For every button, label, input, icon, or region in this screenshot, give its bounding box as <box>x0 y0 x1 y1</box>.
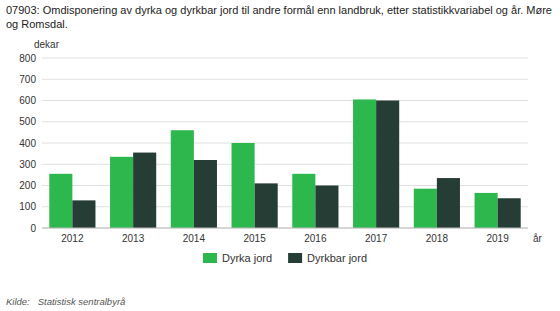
bar <box>255 183 278 228</box>
source: Kilde: Statistisk sentralbyrå <box>6 296 125 307</box>
bar <box>353 99 376 228</box>
x-tick-label: 2019 <box>487 233 510 244</box>
grid-line <box>42 228 528 229</box>
grid-line <box>42 143 528 144</box>
y-tick-label: 200 <box>19 180 36 191</box>
bar <box>292 174 315 228</box>
y-tick-label: 600 <box>19 95 36 106</box>
bar <box>133 153 156 228</box>
grid-line <box>42 79 528 80</box>
chart-container: 07903: Omdisponering av dyrka og dyrkbar… <box>0 0 560 311</box>
y-tick-label: 800 <box>19 53 36 64</box>
y-tick-label: 300 <box>19 159 36 170</box>
x-tick-label: 2016 <box>304 233 327 244</box>
chart-svg: 07903: Omdisponering av dyrka og dyrkbar… <box>0 0 560 311</box>
grid-line <box>42 100 528 101</box>
legend-item: Dyrka jord <box>203 252 272 264</box>
x-tick-label: 2015 <box>244 233 267 244</box>
x-tick-label: 2012 <box>61 233 84 244</box>
x-tick-label: 2018 <box>426 233 449 244</box>
legend-item: Dyrkbar jord <box>288 252 367 264</box>
bar <box>437 178 460 228</box>
title: 07903: Omdisponering av dyrka og dyrkbar… <box>6 4 552 30</box>
bar <box>49 174 72 228</box>
grid-line <box>42 121 528 122</box>
bar <box>475 193 498 228</box>
y-axis-label: dekar <box>34 39 60 50</box>
legend-label: Dyrkbar jord <box>307 252 367 264</box>
grid <box>42 58 528 228</box>
title-line: og Romsdal. <box>6 18 68 30</box>
y-tick-label: 700 <box>19 74 36 85</box>
legend-swatch <box>288 253 302 263</box>
legend-label: Dyrka jord <box>222 252 272 264</box>
bar <box>72 200 95 228</box>
grid-line <box>42 58 528 59</box>
bar <box>376 101 399 229</box>
legend-swatch <box>203 253 217 263</box>
bar <box>171 130 194 228</box>
y-tick-label: 100 <box>19 201 36 212</box>
y-tick-label: 0 <box>30 223 36 234</box>
bar <box>232 143 255 228</box>
x-tick-label: 2014 <box>183 233 206 244</box>
legend: Dyrka jord Dyrkbar jord <box>203 252 367 264</box>
bar <box>315 186 338 229</box>
bar <box>414 189 437 228</box>
x-tick-label: 2013 <box>122 233 145 244</box>
bar <box>498 198 521 228</box>
bars <box>49 99 520 228</box>
x-axis-label: år <box>533 233 543 244</box>
bar <box>194 160 217 228</box>
bar <box>110 157 133 228</box>
y-tick-label: 500 <box>19 116 36 127</box>
title-line: 07903: Omdisponering av dyrka og dyrkbar… <box>6 4 552 16</box>
x-axis-line <box>42 228 528 229</box>
x-tick-label: 2017 <box>365 233 388 244</box>
y-tick-label: 400 <box>19 138 36 149</box>
